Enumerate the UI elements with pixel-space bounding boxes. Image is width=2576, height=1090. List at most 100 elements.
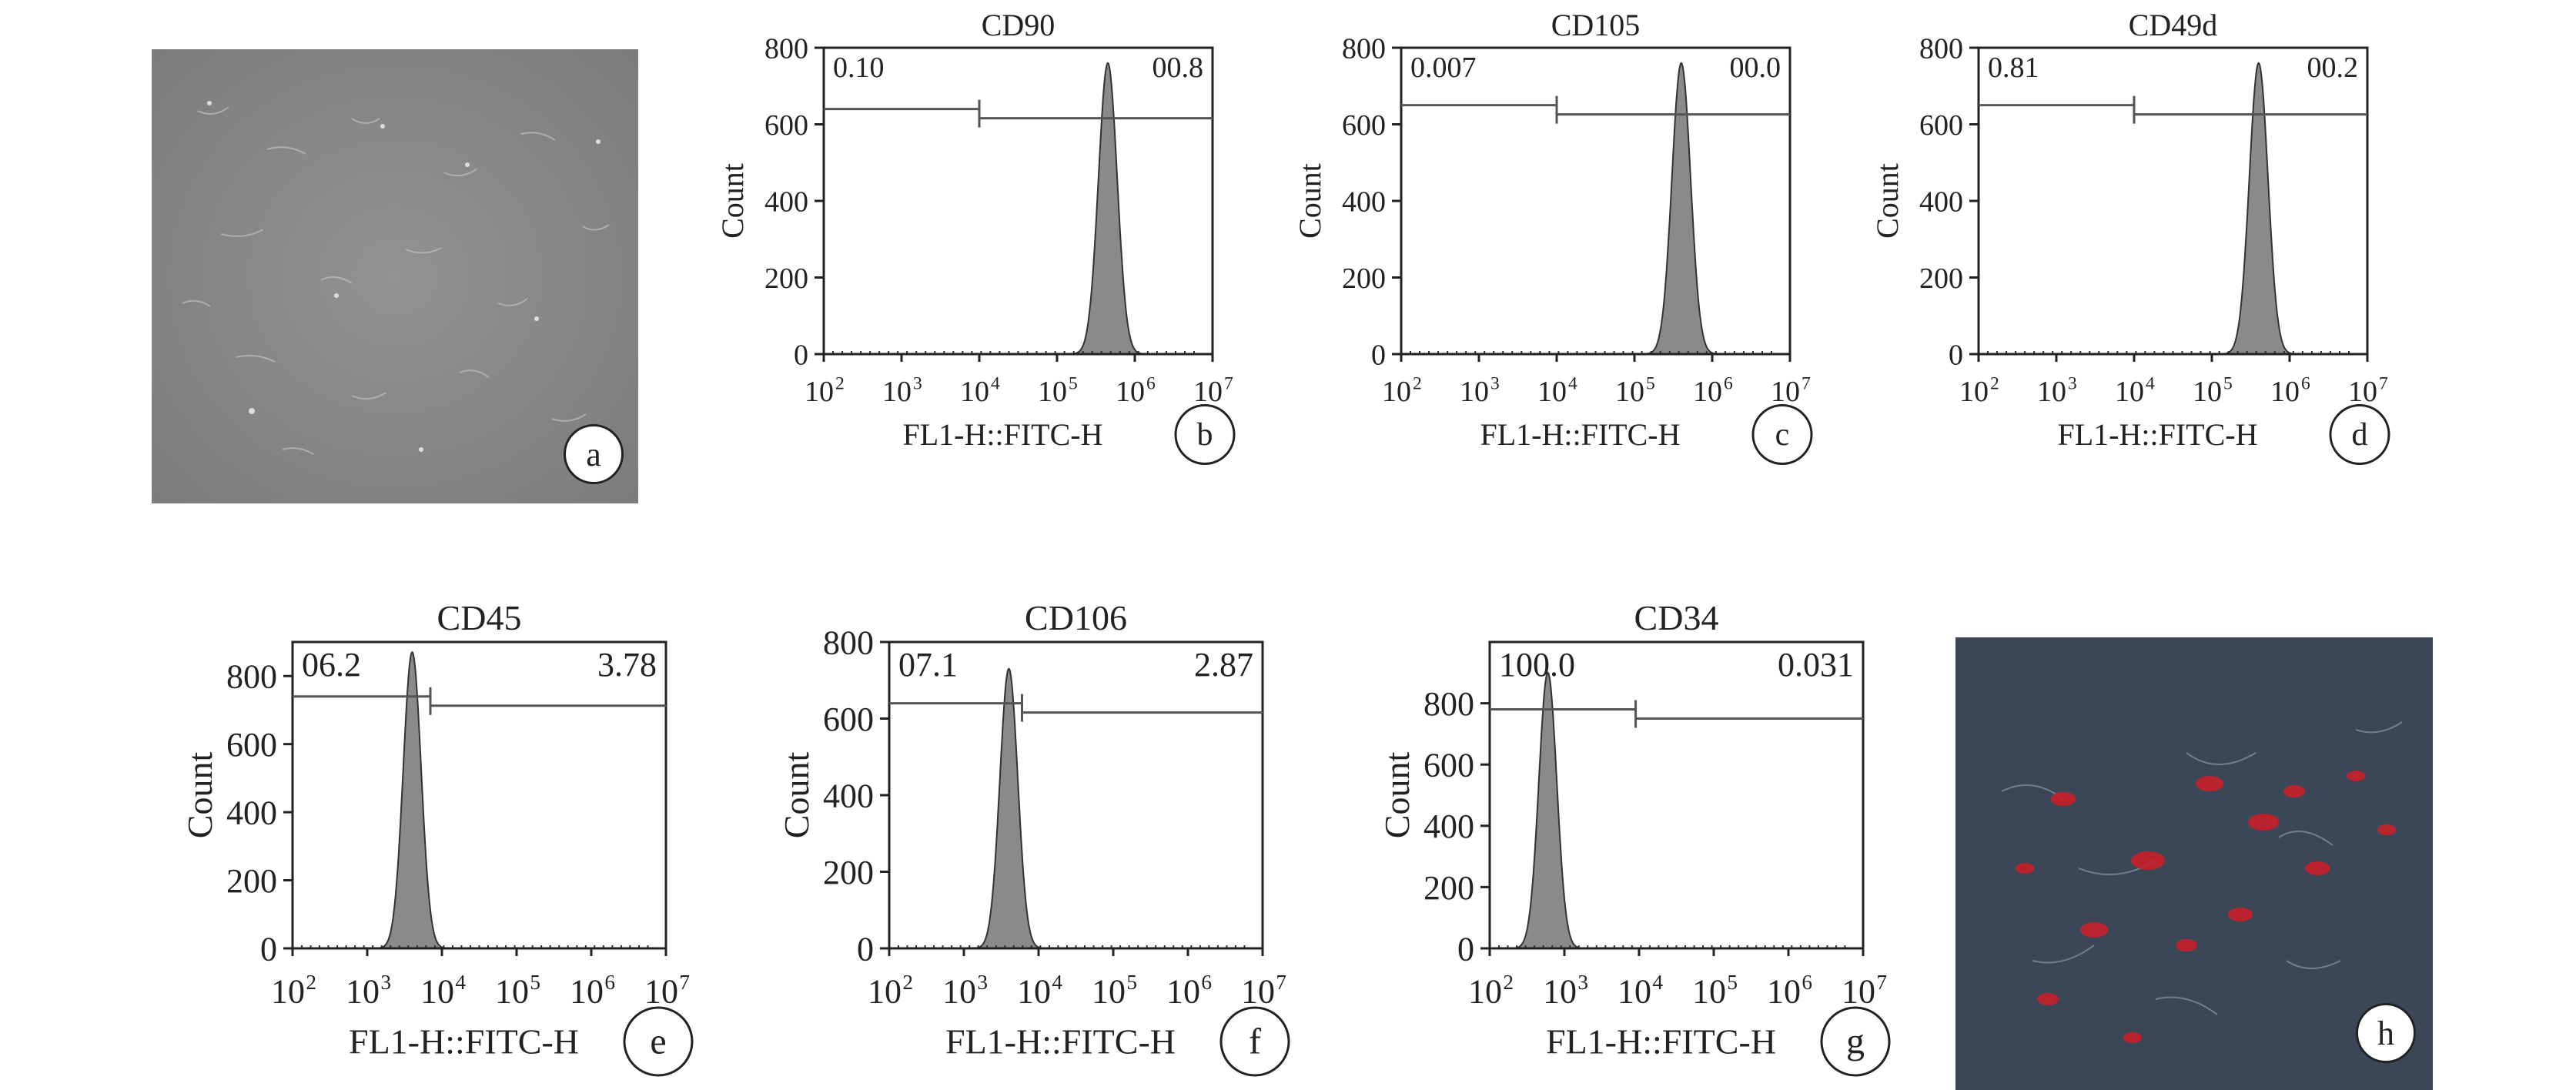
chart-b-x-tick-exponent: 3 xyxy=(913,374,922,394)
chart-d-x-tick-exponent: 5 xyxy=(2223,374,2233,394)
chart-f-x-tick-exponent: 7 xyxy=(1276,971,1286,994)
chart-e-y-axis-label: Count xyxy=(180,752,219,839)
chart-e-histogram-peak xyxy=(376,650,449,949)
chart-d-x-tick-label: 10 xyxy=(2270,376,2300,408)
histogram-panel-b: CD90 0.10 00.8 800 600 400 200 0 Count 10 2 10 3 10 4 1… xyxy=(693,0,1247,523)
chart-f-x-tick-exponent: 3 xyxy=(977,971,988,994)
chart-b-x-tick-exponent: 2 xyxy=(835,374,845,394)
chart-c-x-axis-label: FL1-H::FITC-H xyxy=(1480,417,1681,452)
chart-e-x-tick-label: 10 xyxy=(644,972,678,1010)
chart-e-y-tick-label: 400 xyxy=(226,794,277,832)
chart-d-y-tick-label: 800 xyxy=(1919,32,1963,65)
micrograph-h-image xyxy=(1955,637,2433,1090)
chart-e-x-tick-exponent: 5 xyxy=(530,971,540,994)
chart-f-y-tick-label: 200 xyxy=(823,854,874,891)
chart-d-x-tick-label: 10 xyxy=(2193,376,2222,408)
chart-g-x-tick-exponent: 4 xyxy=(1652,971,1663,994)
chart-c-y-tick-label: 200 xyxy=(1342,262,1386,295)
chart-d-y-tick-label: 600 xyxy=(1919,109,1963,142)
chart-g-x-tick-exponent: 2 xyxy=(1503,971,1514,994)
chart-g-x-tick-exponent: 7 xyxy=(1876,971,1887,994)
chart-c-gate-left-value: 0.007 xyxy=(1410,52,1477,84)
chart-g-y-tick-label: 0 xyxy=(1457,930,1474,968)
chart-c-x-tick-exponent: 5 xyxy=(1646,374,1655,394)
chart-c-x-tick-label: 10 xyxy=(1382,376,1411,408)
chart-c-x-tick-exponent: 4 xyxy=(1568,374,1577,394)
chart-d-x-tick-exponent: 4 xyxy=(2146,374,2155,394)
chart-g-x-tick-label: 10 xyxy=(1767,972,1801,1010)
panel-label-a: a xyxy=(564,424,624,484)
chart-d-panel-badge xyxy=(2329,404,2390,465)
chart-g-y-tick-label: 400 xyxy=(1423,807,1474,845)
chart-f-x-tick-exponent: 6 xyxy=(1201,971,1212,994)
chart-f-y-tick-label: 400 xyxy=(823,777,874,814)
chart-c-panel-label: c xyxy=(1775,417,1790,453)
chart-c-x-tick-label: 10 xyxy=(1693,376,1722,408)
micrograph-a-image xyxy=(152,49,638,503)
chart-b-histogram-peak xyxy=(1070,62,1146,355)
chart-d-x-tick-label: 10 xyxy=(2115,376,2144,408)
chart-b-y-tick-label: 200 xyxy=(764,262,808,295)
chart-f-histogram-peak xyxy=(972,667,1045,949)
chart-g-gate-left-value: 100.0 xyxy=(1499,646,1575,684)
chart-g-x-tick-label: 10 xyxy=(1692,972,1726,1010)
chart-c-x-tick-exponent: 2 xyxy=(1413,374,1422,394)
chart-d-x-tick-exponent: 3 xyxy=(2068,374,2077,394)
chart-f-y-axis-label: Count xyxy=(777,752,816,839)
chart-b-x-tick-exponent: 7 xyxy=(1224,374,1233,394)
chart-g-x-tick-label: 10 xyxy=(1618,972,1651,1010)
chart-g-x-tick-label: 10 xyxy=(1468,972,1502,1010)
chart-c-y-tick-label: 0 xyxy=(1371,339,1386,371)
chart-f-x-tick-label: 10 xyxy=(1166,972,1200,1010)
chart-b-x-tick-label: 10 xyxy=(805,376,834,408)
chart-f-x-axis-label: FL1-H::FITC-H xyxy=(945,1021,1176,1061)
chart-f-x-tick-label: 10 xyxy=(1241,972,1275,1010)
chart-e-x-tick-exponent: 4 xyxy=(455,971,466,994)
chart-e-y-tick-label: 600 xyxy=(226,726,277,764)
chart-e-x-tick-exponent: 7 xyxy=(679,971,690,994)
chart-d-x-tick-label: 10 xyxy=(2037,376,2066,408)
chart-c-x-tick-exponent: 7 xyxy=(1802,374,1811,394)
chart-b-x-tick-label: 10 xyxy=(1116,376,1145,408)
chart-d-x-tick-exponent: 7 xyxy=(2379,374,2388,394)
chart-b-y-axis-label: Count xyxy=(715,163,750,239)
chart-e-gate-left-value: 06.2 xyxy=(302,646,361,684)
chart-c-x-tick-exponent: 3 xyxy=(1490,374,1500,394)
histogram-panel-f: CD106 07.1 2.87 800 600 400 200 0 Count 10 2 10 3 10 4… xyxy=(735,582,1320,1090)
chart-c-y-tick-label: 800 xyxy=(1342,32,1386,65)
histogram-panel-g: CD34 100.0 0.031 800 600 400 200 0 Count 10 2 10 3 10… xyxy=(1336,582,1921,1090)
chart-f-gate-left-value: 07.1 xyxy=(898,646,958,684)
chart-e-x-tick-label: 10 xyxy=(495,972,529,1010)
chart-f-x-tick-exponent: 2 xyxy=(902,971,913,994)
chart-e-title: CD45 xyxy=(437,598,522,637)
histogram-panel-c: CD105 0.007 00.0 800 600 400 200 0 Count 10 2 10 3 10… xyxy=(1270,0,1825,523)
chart-d-x-tick-label: 10 xyxy=(2348,376,2377,408)
chart-b-x-tick-label: 10 xyxy=(1038,376,1067,408)
histogram-panel-e: CD45 06.2 3.78 800 600 400 200 0 Count 10 2 10 3 10 4 1… xyxy=(139,582,724,1090)
chart-g-y-tick-label: 200 xyxy=(1423,869,1474,907)
chart-e-panel-badge xyxy=(623,1006,694,1077)
chart-d-x-tick-exponent: 2 xyxy=(1990,374,1999,394)
chart-c-x-tick-label: 10 xyxy=(1771,376,1800,408)
chart-g-histogram-peak xyxy=(1511,671,1584,949)
chart-f-y-tick-label: 0 xyxy=(857,930,874,968)
chart-d-panel-label: d xyxy=(2352,417,2368,453)
chart-e-gate-right-value: 3.78 xyxy=(597,646,657,684)
chart-f-title: CD106 xyxy=(1025,598,1127,637)
chart-f-x-tick-label: 10 xyxy=(1017,972,1051,1010)
chart-f-x-tick-label: 10 xyxy=(1092,972,1126,1010)
chart-c-y-tick-label: 400 xyxy=(1342,186,1386,218)
micrograph-panel-a: a xyxy=(152,49,638,503)
chart-f-y-tick-label: 600 xyxy=(823,700,874,738)
chart-g-gate-right-value: 0.031 xyxy=(1778,646,1854,684)
chart-g-x-axis-label: FL1-H::FITC-H xyxy=(1546,1021,1776,1061)
chart-b-plot-frame xyxy=(822,46,1214,356)
chart-e-x-tick-exponent: 6 xyxy=(604,971,615,994)
chart-b-x-tick-exponent: 5 xyxy=(1069,374,1078,394)
chart-e-x-tick-label: 10 xyxy=(346,972,380,1010)
chart-g-x-tick-label: 10 xyxy=(1842,972,1875,1010)
chart-d-x-tick-exponent: 6 xyxy=(2301,374,2310,394)
chart-g-y-tick-label: 600 xyxy=(1423,747,1474,784)
